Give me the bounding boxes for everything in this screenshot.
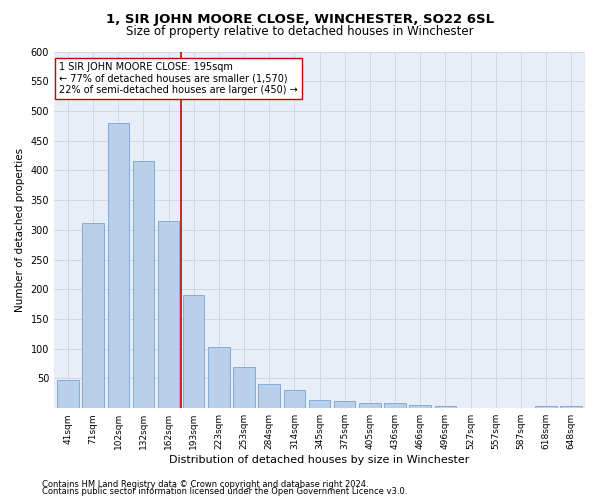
Bar <box>183 296 205 408</box>
Bar <box>259 384 280 408</box>
Text: Contains HM Land Registry data © Crown copyright and database right 2024.: Contains HM Land Registry data © Crown c… <box>42 480 368 489</box>
Bar <box>560 406 582 408</box>
Bar <box>233 366 255 408</box>
Bar <box>133 162 154 408</box>
Bar <box>57 380 79 408</box>
Bar <box>385 404 406 408</box>
Text: Size of property relative to detached houses in Winchester: Size of property relative to detached ho… <box>126 25 474 38</box>
Text: 1 SIR JOHN MOORE CLOSE: 195sqm
← 77% of detached houses are smaller (1,570)
22% : 1 SIR JOHN MOORE CLOSE: 195sqm ← 77% of … <box>59 62 298 96</box>
Bar <box>309 400 330 408</box>
Bar <box>158 221 179 408</box>
Bar <box>107 123 129 408</box>
X-axis label: Distribution of detached houses by size in Winchester: Distribution of detached houses by size … <box>169 455 470 465</box>
Bar <box>535 406 557 408</box>
Y-axis label: Number of detached properties: Number of detached properties <box>15 148 25 312</box>
Bar <box>434 406 456 408</box>
Bar <box>208 347 230 408</box>
Bar <box>409 405 431 408</box>
Text: 1, SIR JOHN MOORE CLOSE, WINCHESTER, SO22 6SL: 1, SIR JOHN MOORE CLOSE, WINCHESTER, SO2… <box>106 12 494 26</box>
Bar <box>82 222 104 408</box>
Text: Contains public sector information licensed under the Open Government Licence v3: Contains public sector information licen… <box>42 487 407 496</box>
Bar <box>334 401 355 408</box>
Bar <box>359 403 380 408</box>
Bar <box>284 390 305 408</box>
